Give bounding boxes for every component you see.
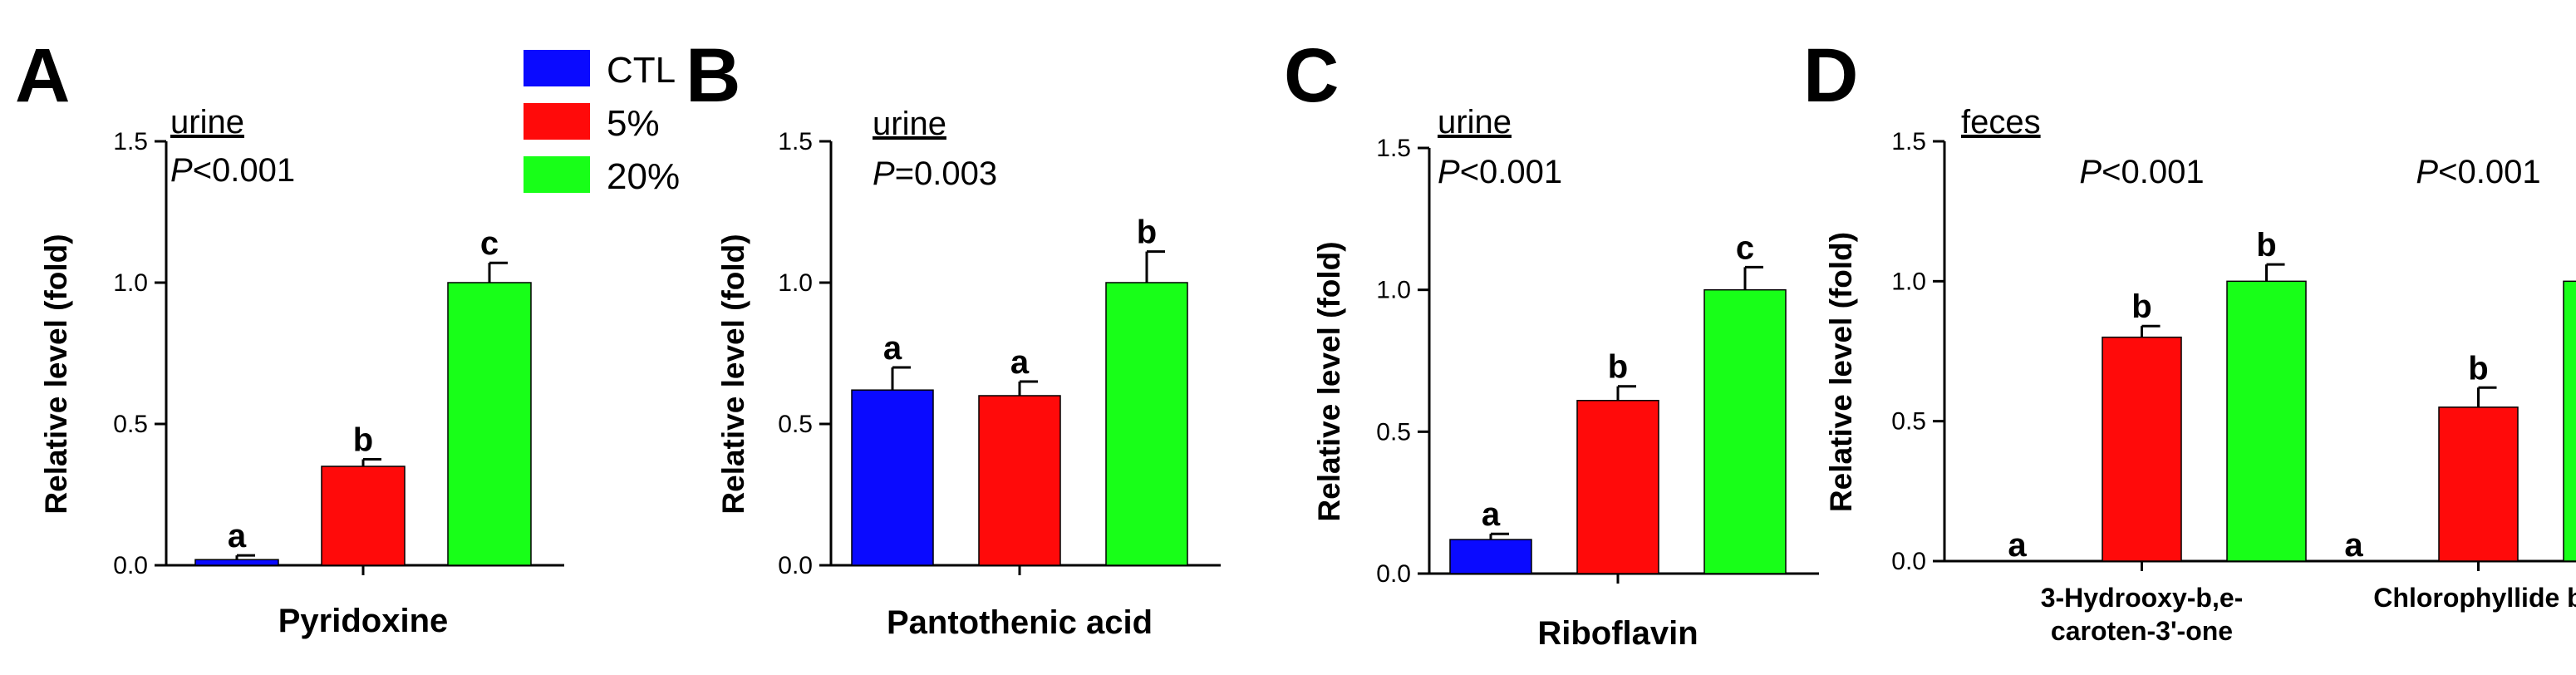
significance-letter: a bbox=[228, 518, 247, 554]
x-group-label: 3-Hydrooxy-b,e- bbox=[2041, 583, 2244, 613]
bar bbox=[321, 466, 406, 566]
bar bbox=[1576, 400, 1659, 574]
sample-label: urine bbox=[170, 104, 244, 140]
legend-swatch bbox=[524, 156, 590, 193]
y-tick-label: 0.0 bbox=[1376, 560, 1411, 588]
x-group-label: Riboflavin bbox=[1537, 615, 1698, 652]
y-tick-label: 1.0 bbox=[1891, 268, 1926, 295]
legend-label: CTL bbox=[607, 50, 676, 91]
x-group-label: Chlorophyllide b bbox=[2373, 583, 2576, 613]
significance-letter: b bbox=[2256, 227, 2276, 264]
y-axis-label: Relative level (fold) bbox=[39, 234, 73, 514]
bar bbox=[2102, 336, 2182, 562]
p-value: P=0.003 bbox=[873, 155, 997, 192]
p-value: P<0.001 bbox=[170, 152, 295, 189]
y-axis-label: Relative level (fold) bbox=[1312, 241, 1346, 521]
y-tick-label: 0.5 bbox=[113, 411, 148, 438]
bar bbox=[2226, 280, 2307, 562]
bar bbox=[1449, 539, 1532, 574]
significance-letter: b bbox=[1137, 214, 1157, 251]
significance-letter: a bbox=[883, 330, 902, 367]
significance-letter: b bbox=[1608, 349, 1628, 386]
legend: CTL 5% 20% bbox=[524, 50, 680, 197]
sample-label: urine bbox=[1438, 104, 1512, 140]
y-tick-label: 0.5 bbox=[1376, 418, 1411, 446]
x-group-label: caroten-3'-one bbox=[2051, 616, 2233, 646]
panel-letter: D bbox=[1803, 33, 1858, 118]
legend-swatch bbox=[524, 103, 590, 140]
legend-label: 20% bbox=[607, 156, 680, 197]
significance-letter: a bbox=[1482, 496, 1501, 533]
panel-letter: A bbox=[15, 33, 70, 118]
bar bbox=[978, 395, 1061, 566]
significance-letter: c bbox=[480, 225, 499, 262]
y-tick-label: 0.0 bbox=[1891, 548, 1926, 575]
y-tick-label: 1.5 bbox=[1891, 128, 1926, 155]
y-tick-label: 0.0 bbox=[113, 552, 148, 579]
y-tick-label: 1.5 bbox=[1376, 135, 1411, 162]
legend-label: 5% bbox=[607, 103, 660, 144]
sample-label: urine bbox=[873, 106, 946, 142]
x-group-label: Pyridoxine bbox=[278, 603, 449, 639]
panel-letter: B bbox=[686, 33, 740, 118]
significance-letter: a bbox=[1010, 344, 1030, 381]
significance-letter: a bbox=[2008, 527, 2027, 564]
y-tick-label: 1.0 bbox=[778, 269, 813, 297]
significance-letter: c bbox=[1736, 229, 1754, 266]
bar bbox=[1703, 288, 1787, 574]
significance-letter: b bbox=[2468, 350, 2488, 387]
y-tick-label: 0.0 bbox=[778, 552, 813, 579]
bar bbox=[851, 389, 934, 566]
significance-letter: b bbox=[2131, 288, 2151, 325]
legend-swatch bbox=[524, 50, 590, 86]
y-tick-label: 1.5 bbox=[778, 128, 813, 155]
y-axis-label: Relative level (fold) bbox=[716, 234, 750, 514]
significance-letter: b bbox=[353, 422, 373, 459]
panel-letter: C bbox=[1284, 33, 1339, 118]
p-value: P<0.001 bbox=[1438, 154, 1562, 190]
bar bbox=[447, 282, 532, 566]
y-tick-label: 0.5 bbox=[1891, 408, 1926, 436]
panel-b: B 0.0 0.5 1.0 1.5 Relative level (fold) urine P… bbox=[686, 33, 1221, 641]
y-tick-label: 1.0 bbox=[1376, 277, 1411, 304]
y-tick-label: 1.0 bbox=[113, 269, 148, 297]
bar bbox=[2438, 406, 2519, 562]
p-value: P<0.001 bbox=[2079, 154, 2204, 190]
x-group-label: Pantothenic acid bbox=[887, 604, 1153, 641]
bar bbox=[194, 559, 279, 566]
y-tick-label: 1.5 bbox=[113, 128, 148, 155]
significance-letter: a bbox=[2344, 527, 2363, 564]
panel-d: D 0.0 0.5 1.0 1.5 Relative level (fold) feces 3… bbox=[1803, 33, 2576, 646]
y-tick-label: 0.5 bbox=[778, 411, 813, 438]
panel-a: A 0.0 0.5 1.0 1.5 Relative level (fold) urine P… bbox=[15, 33, 564, 639]
sample-label: feces bbox=[1961, 104, 2041, 140]
panel-c: C 0.0 0.5 1.0 1.5 Relative level (fold) urine P… bbox=[1284, 33, 1819, 652]
p-value: P<0.001 bbox=[2416, 154, 2540, 190]
y-axis-label: Relative level (fold) bbox=[1824, 232, 1858, 512]
bar bbox=[1105, 282, 1188, 566]
bar bbox=[2563, 280, 2576, 562]
